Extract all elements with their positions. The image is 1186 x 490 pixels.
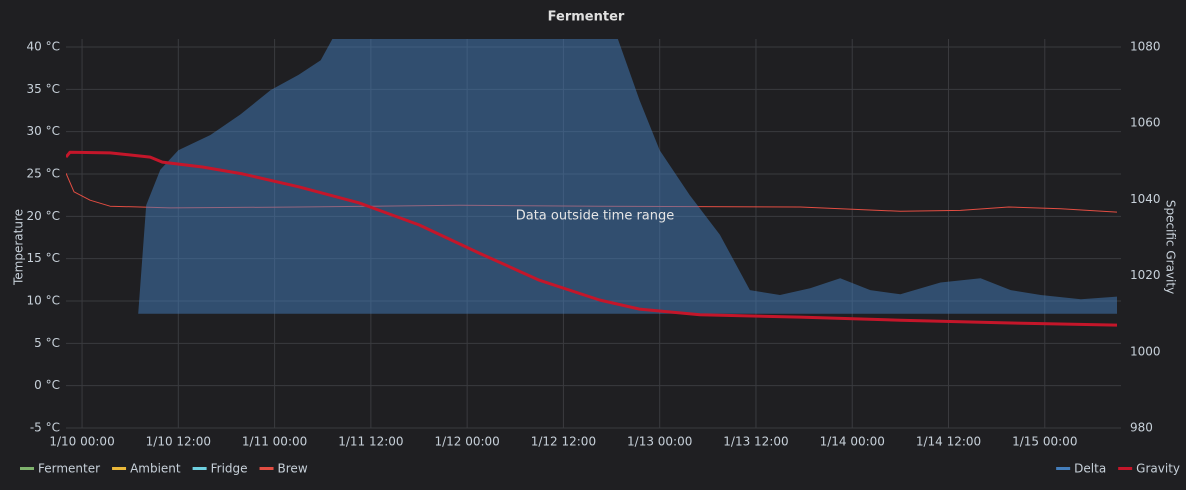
legend-label: Fermenter (38, 462, 100, 476)
annotation: Data outside time range (516, 209, 675, 224)
y-axis-label: Temperature (12, 209, 26, 286)
legend-swatch (1056, 467, 1071, 470)
legend-label: Fridge (211, 462, 248, 476)
legend-label: Delta (1074, 462, 1106, 476)
line (66, 150, 1118, 327)
y2-tick-label: 1060 (1130, 116, 1161, 130)
y-tick-label: 20 °C (27, 209, 60, 223)
legend-label: Brew (278, 462, 308, 476)
x-tick-label: 1/11 00:00 (242, 435, 307, 449)
x-tick-label: 1/15 00:00 (1012, 435, 1077, 449)
legend-swatch (20, 467, 34, 470)
legend-swatch (112, 467, 127, 470)
y-tick-label: 10 °C (27, 294, 60, 308)
y2-tick-label: 1040 (1130, 192, 1161, 206)
y2-tick-label: 980 (1130, 421, 1153, 435)
legend-swatch (1118, 467, 1133, 470)
y-tick-label: 35 °C (27, 82, 60, 96)
y2-axis-label: Specific Gravity (1164, 200, 1178, 294)
y2-tick-label: 1080 (1130, 40, 1161, 54)
legend-swatch (259, 467, 274, 470)
x-tick-label: 1/10 00:00 (49, 435, 114, 449)
x-tick-label: 1/10 12:00 (146, 435, 211, 449)
x-tick-label: 1/12 12:00 (531, 435, 596, 449)
plot-area (66, 39, 1118, 327)
area (138, 39, 1117, 314)
legend-label: Ambient (130, 462, 181, 476)
y-tick-label: -5 °C (30, 421, 60, 435)
y2-tick-label: 1020 (1130, 268, 1161, 282)
panel-title: Fermenter (548, 10, 625, 25)
x-tick-label: 1/13 12:00 (723, 435, 788, 449)
x-tick-label: 1/14 00:00 (820, 435, 885, 449)
x-tick-label: 1/11 12:00 (338, 435, 403, 449)
legend-swatch (192, 467, 207, 470)
legend-label: Gravity (1136, 462, 1180, 476)
x-tick-label: 1/13 00:00 (627, 435, 692, 449)
y-tick-label: 40 °C (27, 40, 60, 54)
y2-tick-label: 1000 (1130, 344, 1161, 358)
y-tick-label: 0 °C (34, 378, 60, 392)
x-tick-label: 1/12 00:00 (434, 435, 499, 449)
y-tick-label: 30 °C (27, 124, 60, 138)
y-tick-label: 5 °C (34, 336, 60, 350)
axes: -5 °C 0 °C 5 °C 10 °C 15 °C 20 °C 25 °C 30 °C 35… (20, 40, 1180, 476)
x-tick-label: 1/14 12:00 (916, 435, 981, 449)
y-tick-label: 15 °C (27, 251, 60, 265)
y-tick-label: 25 °C (27, 167, 60, 181)
